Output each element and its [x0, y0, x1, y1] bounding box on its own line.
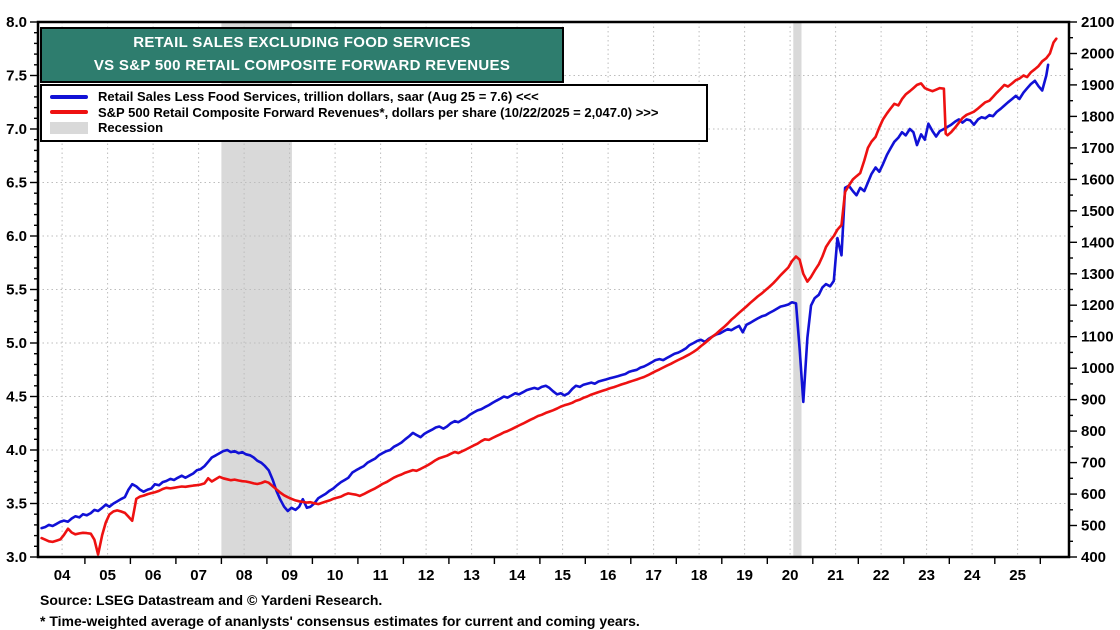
x-axis-year-label: 16 [600, 567, 617, 584]
legend-label-forward-revenues: S&P 500 Retail Composite Forward Revenue… [98, 104, 659, 120]
legend-label-recession: Recession [98, 120, 164, 136]
y-right-tick-label: 500 [1081, 518, 1106, 535]
y-right-tick-label: 800 [1081, 423, 1106, 440]
x-axis-year-label: 17 [645, 567, 662, 584]
x-axis-year-label: 13 [463, 567, 480, 584]
x-axis-year-label: 11 [373, 567, 389, 584]
y-left-tick-label: 4.5 [6, 389, 27, 406]
x-axis-year-label: 07 [190, 567, 207, 584]
x-axis-year-label: 06 [145, 567, 162, 584]
legend-blue-line-swatch [50, 94, 88, 99]
y-right-tick-label: 700 [1081, 455, 1106, 472]
y-left-tick-label: 8.0 [6, 14, 27, 31]
x-axis-year-label: 22 [873, 567, 890, 584]
x-axis-year-label: 23 [918, 567, 935, 584]
y-right-tick-label: 2100 [1081, 14, 1114, 31]
axis-ticks [30, 21, 1077, 564]
x-axis-year-label: 10 [327, 567, 344, 584]
x-axis-year-label: 14 [509, 567, 526, 584]
y-right-tick-label: 600 [1081, 486, 1106, 503]
x-axis-year-label: 15 [554, 567, 571, 584]
y-left-tick-label: 3.5 [6, 496, 27, 513]
legend-item-retail-sales: Retail Sales Less Food Services, trillio… [50, 89, 698, 105]
x-axis-year-label: 05 [99, 567, 116, 584]
y-right-tick-label: 2000 [1081, 46, 1114, 63]
x-axis-year-label: 19 [736, 567, 753, 584]
y-left-tick-label: 7.5 [6, 68, 27, 85]
y-left-tick-label: 7.0 [6, 121, 27, 138]
y-right-tick-label: 900 [1081, 392, 1106, 409]
x-axis-year-label: 20 [782, 567, 799, 584]
y-right-tick-label: 1100 [1081, 329, 1114, 346]
series-line-retail-sales [40, 63, 1050, 530]
x-axis-year-label: 12 [418, 567, 435, 584]
y-right-tick-label: 1800 [1081, 108, 1114, 125]
series-line-forward-revenues [40, 37, 1058, 556]
y-right-tick-label: 1400 [1081, 234, 1114, 251]
y-left-tick-label: 5.0 [6, 335, 27, 352]
legend-item-recession: Recession [50, 120, 698, 136]
y-right-tick-label: 1300 [1081, 266, 1114, 283]
y-right-tick-label: 1700 [1081, 140, 1114, 157]
legend-recession-swatch [50, 121, 88, 134]
legend: Retail Sales Less Food Services, trillio… [40, 84, 708, 142]
y-left-tick-label: 5.5 [6, 282, 27, 299]
source-line: Source: LSEG Datastream and © Yardeni Re… [40, 592, 383, 608]
x-axis-year-label: 21 [827, 567, 844, 584]
x-axis-year-label: 24 [964, 567, 981, 584]
x-axis-year-label: 25 [1009, 567, 1026, 584]
y-left-tick-label: 4.0 [6, 442, 27, 459]
y-right-tick-label: 1600 [1081, 171, 1114, 188]
y-left-tick-label: 3.0 [6, 549, 27, 566]
x-axis-year-label: 09 [281, 567, 298, 584]
recession-band [793, 22, 802, 557]
x-axis-year-label: 04 [54, 567, 71, 584]
y-left-tick-label: 6.0 [6, 228, 27, 245]
axis-labels: 3.0 3.5 4.0 4.5 5.0 5.5 6.0 6.5 7.0 7.5 8.0 400 500 6… [6, 14, 1114, 584]
y-right-tick-label: 1200 [1081, 297, 1114, 314]
legend-label-retail-sales: Retail Sales Less Food Services, trillio… [98, 89, 539, 105]
y-right-tick-label: 1000 [1081, 360, 1114, 377]
chart-title-box: RETAIL SALES EXCLUDING FOOD SERVICES VS … [40, 27, 564, 83]
y-right-tick-label: 1500 [1081, 203, 1114, 220]
y-right-tick-label: 1900 [1081, 77, 1114, 94]
y-left-tick-label: 6.5 [6, 175, 27, 192]
chart-title-line2: VS S&P 500 RETAIL COMPOSITE FORWARD REVE… [93, 56, 511, 74]
footnote-line: * Time-weighted average of ananlysts' co… [40, 613, 640, 629]
y-right-tick-label: 400 [1081, 549, 1106, 566]
x-axis-year-label: 08 [236, 567, 253, 584]
legend-red-line-swatch [50, 110, 88, 115]
x-axis-year-label: 18 [691, 567, 708, 584]
chart-title-line1: RETAIL SALES EXCLUDING FOOD SERVICES [133, 34, 471, 51]
legend-item-forward-revenues: S&P 500 Retail Composite Forward Revenue… [50, 105, 698, 121]
